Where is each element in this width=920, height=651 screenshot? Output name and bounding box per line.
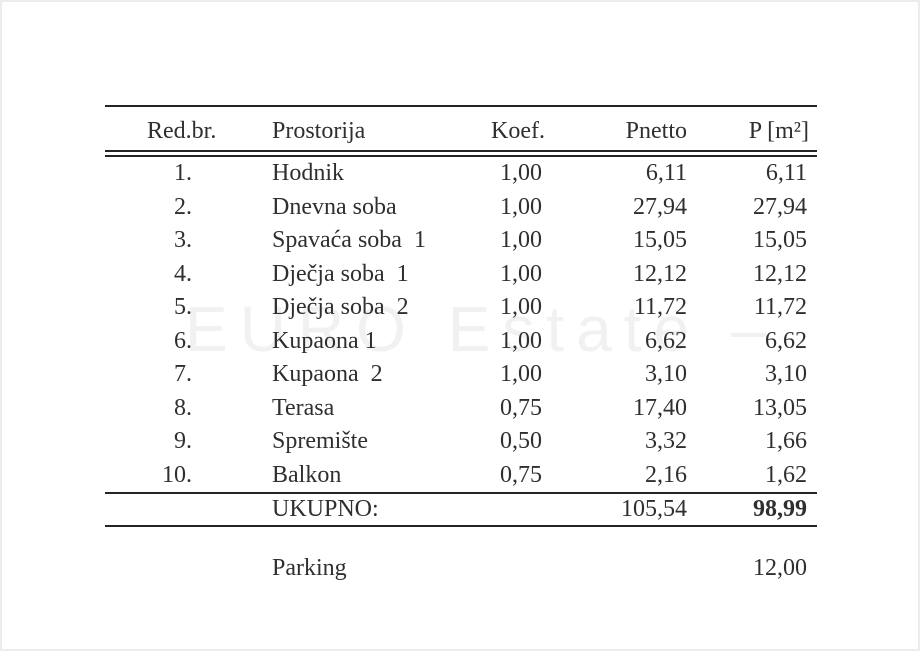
cell-koef: 0,50 [500, 428, 542, 455]
parking-value: 12,00 [753, 555, 807, 581]
cell-koef: 0,75 [500, 394, 542, 421]
col-header-prostorija: Prostorija [272, 118, 366, 144]
cell-room-name: Terasa [272, 394, 335, 421]
cell-p-m2: 27,94 [753, 193, 807, 220]
table-row: 3. Spavaća soba 1 1,00 15,05 15,05 [105, 224, 817, 258]
cell-pnetto: 6,11 [645, 160, 687, 187]
cell-row-number: 10. [162, 461, 192, 488]
cell-pnetto: 17,40 [633, 394, 687, 421]
cell-row-number: 3. [174, 227, 192, 254]
col-header-koef: Koef. [491, 118, 545, 144]
cell-room-name: Kupaona 1 [272, 327, 377, 354]
watermark: EURO Estate – [185, 293, 779, 365]
total-cell-empty [105, 493, 272, 526]
parking-row: Parking 12,00 [105, 551, 817, 585]
cell-room-name: Dnevna soba [272, 193, 397, 220]
table-row: 6. Kupaona 1 1,00 6,62 6,62 [105, 325, 817, 359]
cell-koef: 1,00 [500, 260, 542, 287]
table-row: 1. Hodnik 1,00 6,11 6,11 [105, 154, 817, 191]
cell-p-m2: 6,62 [765, 327, 807, 354]
cell-p-m2: 11,72 [753, 294, 807, 321]
cell-pnetto: 11,72 [633, 294, 687, 321]
cell-p-m2: 12,12 [753, 260, 807, 287]
cell-koef: 1,00 [500, 227, 542, 254]
cell-row-number: 7. [174, 361, 192, 388]
total-pnetto: 105,54 [621, 496, 687, 522]
total-p: 98,99 [753, 496, 807, 522]
cell-room-name: Kupaona 2 [272, 361, 383, 388]
cell-row-number: 6. [174, 327, 192, 354]
cell-pnetto: 3,32 [645, 428, 687, 455]
table-row: 5. Dječja soba 2 1,00 11,72 11,72 [105, 291, 817, 325]
cell-koef: 1,00 [500, 294, 542, 321]
cell-room-name: Dječja soba 2 [272, 294, 409, 321]
area-table-wrap: Red.br. Prostorija Koef. Pnetto P [m²] 1… [105, 105, 817, 527]
table-row: 10. Balkon 0,75 2,16 1,62 [105, 459, 817, 494]
cell-p-m2: 1,66 [765, 428, 807, 455]
cell-p-m2: 3,10 [765, 361, 807, 388]
total-cell-empty [462, 493, 547, 526]
cell-room-name: Balkon [272, 461, 342, 488]
parking-label: Parking [272, 555, 347, 581]
col-header-redbr: Red.br. [147, 118, 217, 144]
cell-koef: 1,00 [500, 327, 542, 354]
total-label: UKUPNO: [272, 496, 379, 522]
table-row: 8. Terasa 0,75 17,40 13,05 [105, 392, 817, 426]
cell-row-number: 5. [174, 294, 192, 321]
cell-koef: 1,00 [500, 160, 542, 187]
table-row: 4. Dječja soba 1 1,00 12,12 12,12 [105, 258, 817, 292]
cell-koef: 0,75 [500, 461, 542, 488]
cell-row-number: 4. [174, 260, 192, 287]
cell-room-name: Spremište [272, 428, 368, 455]
cell-pnetto: 27,94 [633, 193, 687, 220]
cell-room-name: Spavaća soba 1 [272, 227, 426, 254]
cell-p-m2: 6,11 [765, 160, 807, 187]
col-header-pnetto: Pnetto [625, 118, 687, 144]
cell-p-m2: 1,62 [765, 461, 807, 488]
table-row: 7. Kupaona 2 1,00 3,10 3,10 [105, 358, 817, 392]
total-row: UKUPNO: 105,54 98,99 [105, 493, 817, 526]
cell-koef: 1,00 [500, 193, 542, 220]
cell-pnetto: 12,12 [633, 260, 687, 287]
cell-row-number: 8. [174, 394, 192, 421]
cell-koef: 1,00 [500, 361, 542, 388]
table-row: 2. Dnevna soba 1,00 27,94 27,94 [105, 191, 817, 225]
cell-pnetto: 15,05 [633, 227, 687, 254]
cell-pnetto: 2,16 [645, 461, 687, 488]
area-table: Red.br. Prostorija Koef. Pnetto P [m²] 1… [105, 105, 817, 527]
cell-p-m2: 13,05 [753, 394, 807, 421]
table-header-row: Red.br. Prostorija Koef. Pnetto P [m²] [105, 106, 817, 154]
cell-room-name: Hodnik [272, 160, 344, 187]
cell-room-name: Dječja soba 1 [272, 260, 409, 287]
cell-row-number: 1. [174, 160, 192, 187]
table-row: 9. Spremište 0,50 3,32 1,66 [105, 425, 817, 459]
cell-p-m2: 15,05 [753, 227, 807, 254]
cell-pnetto: 3,10 [645, 361, 687, 388]
cell-row-number: 2. [174, 193, 192, 220]
cell-pnetto: 6,62 [645, 327, 687, 354]
cell-row-number: 9. [174, 428, 192, 455]
col-header-p-m2: P [m²] [748, 118, 809, 144]
